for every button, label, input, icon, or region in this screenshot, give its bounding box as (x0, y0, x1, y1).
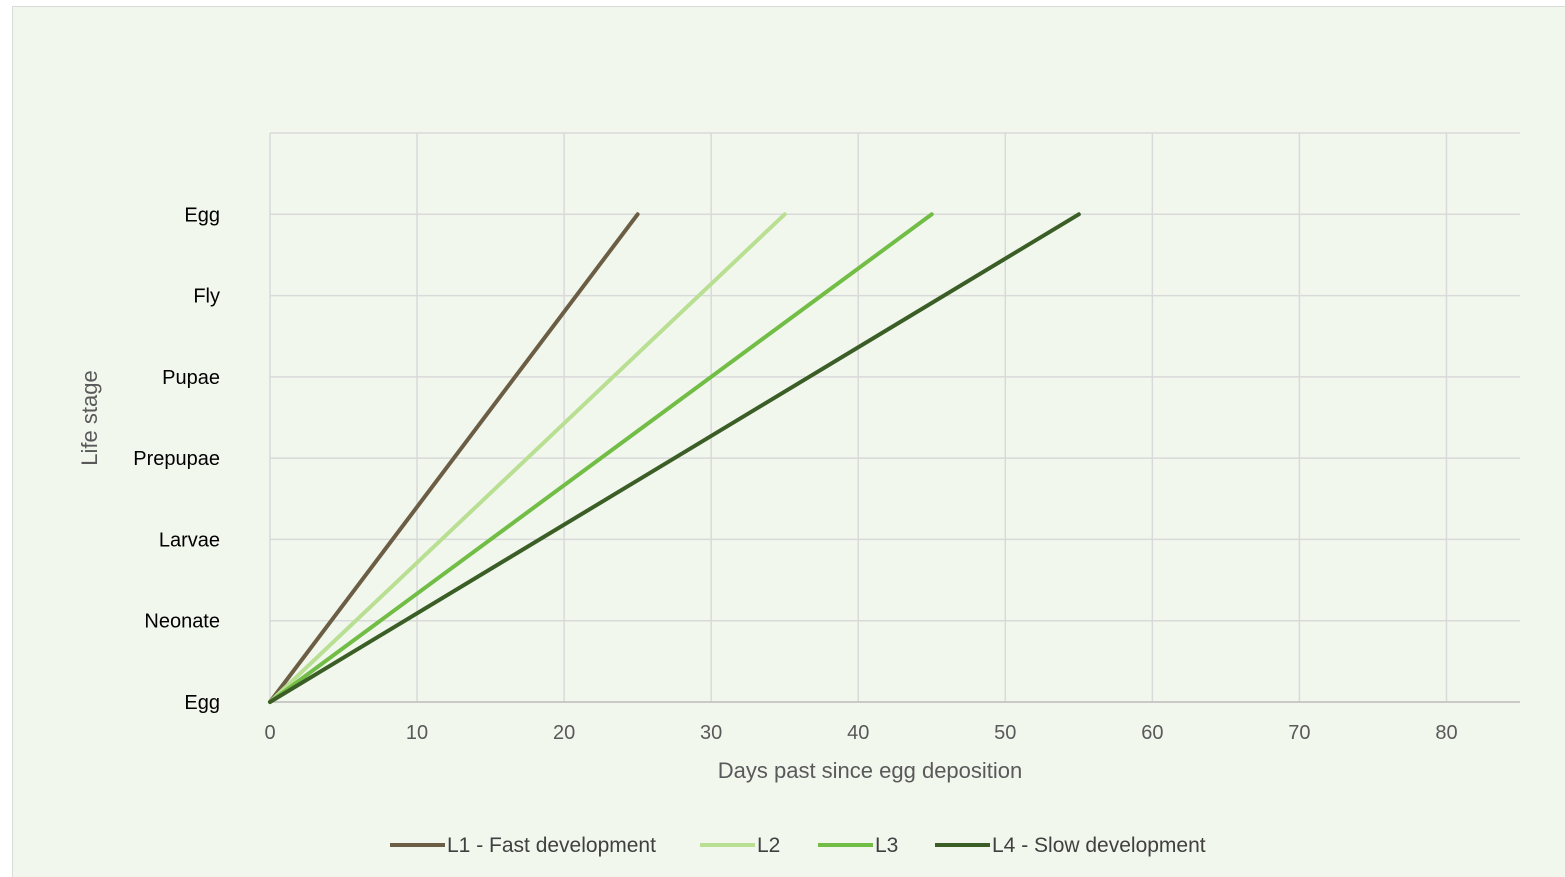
x-tick-label: 70 (1288, 722, 1310, 744)
x-tick-label: 50 (994, 722, 1016, 744)
x-tick-label: 60 (1141, 722, 1163, 744)
series-line (268, 212, 640, 704)
x-tick-label: 80 (1435, 722, 1457, 744)
legend-label: L1 - Fast development (447, 834, 656, 857)
y-axis-title: Life stage (77, 370, 102, 465)
y-tick-label: Prepupae (133, 448, 220, 470)
legend-label: L2 (757, 834, 780, 857)
y-tick-label: Neonate (144, 611, 220, 633)
x-tick-label: 20 (553, 722, 575, 744)
x-tick-label: 40 (847, 722, 869, 744)
y-tick-label: Fly (193, 286, 220, 308)
y-tick-label: Egg (184, 692, 220, 714)
x-axis-ticks: 0 10 20 30 40 50 60 70 80 (264, 722, 1457, 744)
x-tick-label: 10 (406, 722, 428, 744)
x-axis-title: Days past since egg deposition (718, 758, 1023, 783)
chart-area (12, 6, 1565, 877)
legend-label: L3 (875, 834, 898, 857)
series-line (268, 212, 787, 704)
legend: L1 - Fast development L2 L3 L4 - Slow devel… (390, 834, 1206, 857)
grid-lines (269, 132, 1520, 703)
x-tick-label: 30 (700, 722, 722, 744)
legend-label: L4 - Slow development (992, 834, 1206, 857)
series-line (268, 212, 934, 704)
x-tick-label: 0 (264, 722, 275, 744)
series-line (268, 212, 1081, 704)
series-lines (268, 212, 1081, 704)
y-axis-ticks: Egg Neonate Larvae Prepupae Pupae Fly Egg (133, 204, 220, 714)
y-tick-label: Pupae (162, 367, 220, 389)
y-tick-label: Egg (184, 204, 220, 226)
y-tick-label: Larvae (159, 529, 220, 551)
